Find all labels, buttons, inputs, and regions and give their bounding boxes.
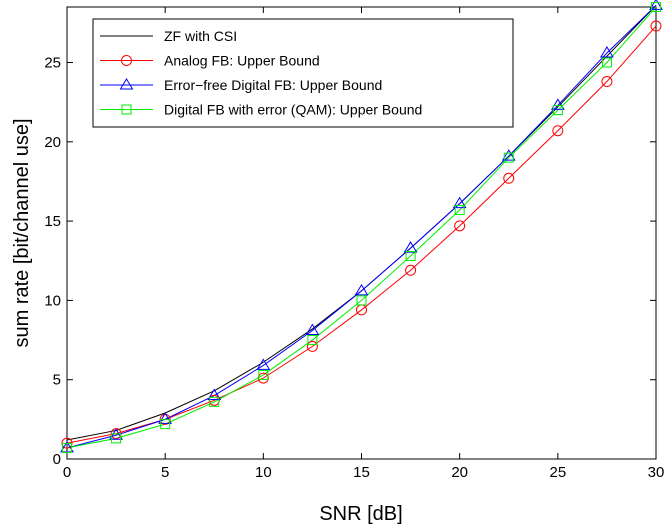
data-point-2 xyxy=(354,283,369,296)
y-tick-label: 15 xyxy=(44,213,61,230)
legend: ZF with CSI Analog FB: Upper Bound Error−f… xyxy=(92,18,514,128)
legend-marker xyxy=(121,55,132,66)
legend-marker xyxy=(121,104,132,115)
data-point-2 xyxy=(256,358,271,370)
data-point-2 xyxy=(501,149,516,161)
data-point-2 xyxy=(403,241,418,253)
axis-ticks: 0 5 10 15 20 25 30 0 5 10 15 20 25 xyxy=(44,7,664,481)
y-tick-label: 5 xyxy=(53,372,61,389)
data-point-2 xyxy=(452,196,467,209)
data-point-1 xyxy=(454,220,466,232)
x-tick-label: 20 xyxy=(451,464,468,481)
y-axis-title: sum rate [bit/channel use] xyxy=(11,118,33,347)
x-tick-label: 5 xyxy=(161,464,169,481)
legend-marker xyxy=(119,78,134,90)
x-tick-label: 25 xyxy=(549,464,566,481)
x-tick-label: 30 xyxy=(648,464,665,481)
data-point-2 xyxy=(207,388,222,401)
data-point-2 xyxy=(649,0,663,10)
data-point-3 xyxy=(651,2,661,12)
y-tick-label: 0 xyxy=(53,451,61,468)
x-tick-label: 10 xyxy=(255,464,272,481)
data-point-3 xyxy=(160,419,171,430)
data-point-3 xyxy=(111,433,122,444)
legend-label: ZF with CSI xyxy=(164,28,237,44)
data-point-2 xyxy=(305,323,320,336)
y-tick-label: 10 xyxy=(44,292,61,309)
data-point-1 xyxy=(650,20,662,32)
data-point-3 xyxy=(503,152,514,163)
series-markers xyxy=(60,0,663,453)
legend-label: Analog FB: Upper Bound xyxy=(164,53,320,69)
legend-box xyxy=(92,18,514,128)
data-point-3 xyxy=(258,369,269,380)
y-tick-label: 25 xyxy=(44,55,61,72)
data-point-3 xyxy=(454,205,465,216)
data-point-3 xyxy=(405,250,416,261)
data-point-1 xyxy=(405,264,417,276)
data-point-3 xyxy=(356,295,367,306)
data-point-3 xyxy=(209,396,220,407)
data-point-2 xyxy=(158,412,173,424)
data-point-3 xyxy=(307,335,318,346)
x-axis-title: SNR [dB] xyxy=(319,503,402,524)
data-point-2 xyxy=(550,98,565,110)
y-tick-label: 20 xyxy=(44,134,61,151)
data-point-2 xyxy=(600,46,614,58)
data-point-3 xyxy=(601,57,612,68)
data-point-3 xyxy=(62,442,72,453)
legend-label: Digital FB with error (QAM): Upper Bound xyxy=(164,102,422,118)
data-point-3 xyxy=(552,105,563,116)
x-tick-label: 0 xyxy=(63,464,71,481)
data-point-1 xyxy=(601,76,613,88)
data-point-1 xyxy=(306,340,318,352)
legend-label: Error−free Digital FB: Upper Bound xyxy=(164,77,382,93)
data-point-1 xyxy=(552,125,564,137)
x-tick-label: 15 xyxy=(353,464,370,481)
data-point-1 xyxy=(503,172,515,184)
